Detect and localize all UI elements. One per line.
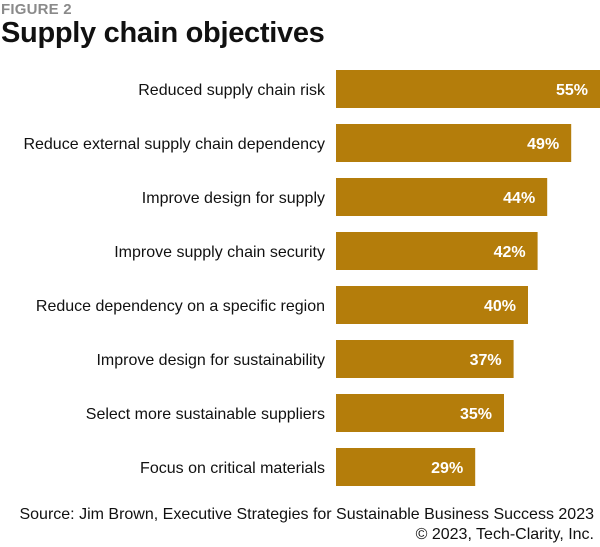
- chart-title: Supply chain objectives: [1, 17, 325, 49]
- category-label: Improve design for sustainability: [96, 352, 325, 369]
- bar: [336, 340, 514, 378]
- category-label: Focus on critical materials: [140, 460, 325, 477]
- bar-chart: Reduced supply chain risk 55% Reduce exter…: [23, 70, 600, 486]
- value-label: 49%: [527, 136, 559, 153]
- figure-label: FIGURE 2: [1, 1, 72, 18]
- bar: [336, 448, 476, 486]
- value-label: 44%: [503, 190, 535, 207]
- category-label: Reduced supply chain risk: [138, 82, 326, 99]
- category-label: Improve design for supply: [142, 190, 325, 207]
- category-label: Reduce dependency on a specific region: [36, 298, 325, 315]
- value-label: 40%: [484, 298, 516, 315]
- source-text: Source: Jim Brown, Executive Strategies …: [19, 506, 594, 523]
- bar: [336, 232, 538, 270]
- category-label: Select more sustainable suppliers: [86, 406, 325, 423]
- value-label: 42%: [494, 244, 526, 261]
- copyright-text: © 2023, Tech-Clarity, Inc.: [415, 526, 594, 543]
- bar: [336, 124, 572, 162]
- value-label: 55%: [556, 82, 588, 99]
- value-label: 35%: [460, 406, 492, 423]
- bar: [336, 286, 528, 324]
- bar: [336, 70, 600, 108]
- value-label: 37%: [470, 352, 502, 369]
- bar: [336, 394, 504, 432]
- bar: [336, 178, 548, 216]
- category-label: Improve supply chain security: [114, 244, 325, 261]
- category-label: Reduce external supply chain dependency: [23, 136, 325, 153]
- source-note: Source: Jim Brown, Executive Strategies …: [19, 505, 594, 545]
- value-label: 29%: [431, 460, 463, 477]
